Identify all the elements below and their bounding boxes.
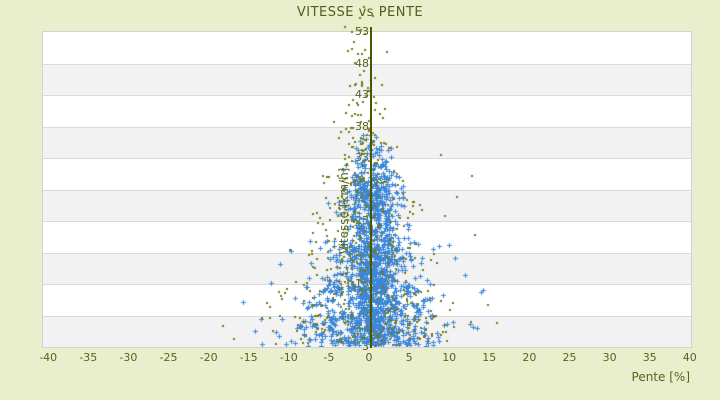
x-axis-tick-label: 10 bbox=[442, 351, 457, 364]
x-axis-tick-label: -15 bbox=[239, 351, 258, 364]
x-axis-tick-label: -35 bbox=[79, 351, 98, 364]
x-axis-tick-label: 40 bbox=[682, 351, 697, 364]
zero-axis-line bbox=[370, 27, 372, 348]
x-axis-tick-label: -40 bbox=[39, 351, 58, 364]
x-axis-tick-label: -30 bbox=[119, 351, 138, 364]
x-axis-tick-label: -10 bbox=[279, 351, 298, 364]
x-axis-tick-label: 30 bbox=[602, 351, 617, 364]
x-axis-tick-label: -5 bbox=[323, 351, 335, 364]
x-axis-title: Pente [%] bbox=[631, 370, 690, 384]
x-axis-tick-label: 20 bbox=[522, 351, 537, 364]
x-axis-tick-label: 35 bbox=[642, 351, 657, 364]
x-axis-tick-label: 5 bbox=[405, 351, 413, 364]
y-axis-title: Vitesse [km/h] bbox=[337, 167, 351, 255]
x-axis-tick-label: -25 bbox=[159, 351, 178, 364]
x-axis-tick-label: 0 bbox=[365, 351, 373, 364]
x-axis-tick-label: -20 bbox=[199, 351, 218, 364]
x-axis-tick-label: 25 bbox=[562, 351, 577, 364]
x-axis-tick-label: 15 bbox=[482, 351, 497, 364]
scatter-canvas bbox=[43, 5, 691, 347]
plot-area: 38131823283338434853 Vitesse [km/h] bbox=[42, 5, 692, 353]
